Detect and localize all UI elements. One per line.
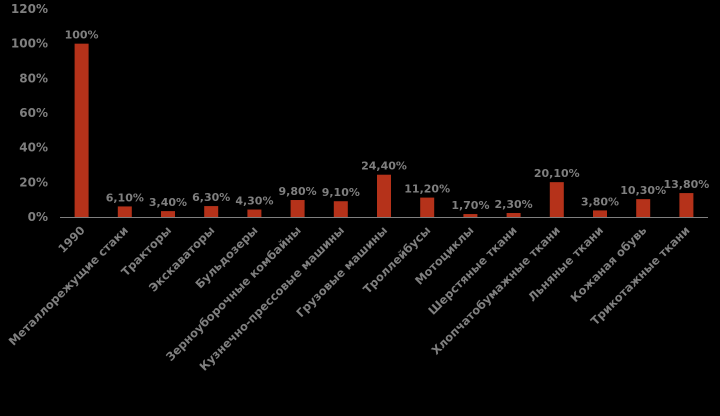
bar: [290, 200, 305, 217]
bar: [117, 206, 132, 217]
bar: [636, 199, 651, 217]
data-label: 100%: [65, 29, 99, 42]
bar: [420, 197, 435, 217]
bar: [593, 210, 607, 217]
y-tick-label: 80%: [19, 71, 48, 85]
bar: [679, 193, 694, 217]
data-label: 3,40%: [149, 196, 187, 209]
data-label: 1,70%: [451, 199, 489, 212]
data-labels: 100% 6,10% 3,40% 6,30% 4,30% 9,80% 9,10%24,40%…: [65, 29, 710, 212]
bar: [161, 211, 175, 217]
data-label: 9,10%: [322, 186, 360, 199]
y-tick-label: 60%: [19, 106, 48, 120]
y-tick-label: 20%: [19, 175, 48, 189]
x-tick-label: Льняные ткани: [525, 223, 606, 304]
data-label: 4,30%: [235, 195, 273, 208]
data-label: 3,80%: [581, 195, 619, 208]
x-tick-label: Кожаная обувь: [568, 223, 650, 305]
bar: [247, 209, 262, 217]
bar: [549, 182, 564, 217]
y-tick-label: 40%: [19, 141, 48, 155]
data-label: 20,10%: [534, 167, 580, 180]
bar: [506, 213, 521, 217]
y-tick-label: 0%: [28, 210, 48, 224]
y-tick-label: 100%: [11, 37, 48, 51]
data-label: 2,30%: [495, 198, 533, 211]
data-label: 11,20%: [404, 183, 450, 196]
data-label: 10,30%: [620, 184, 666, 197]
bar: [74, 43, 89, 217]
y-tick-label: 120%: [11, 2, 48, 16]
bar: [463, 214, 478, 217]
data-label: 24,40%: [361, 160, 407, 173]
data-label: 9,80%: [279, 185, 317, 198]
bar: [377, 174, 391, 217]
y-axis-ticks: 0% 20% 40% 60% 80% 100% 120%: [11, 2, 48, 224]
data-label: 6,10%: [106, 191, 144, 204]
bar: [204, 206, 219, 217]
bar: [333, 201, 348, 217]
data-label: 13,80%: [663, 178, 709, 191]
x-tick-label: 1990: [55, 223, 88, 256]
bars: [74, 43, 694, 217]
data-label: 6,30%: [192, 191, 230, 204]
